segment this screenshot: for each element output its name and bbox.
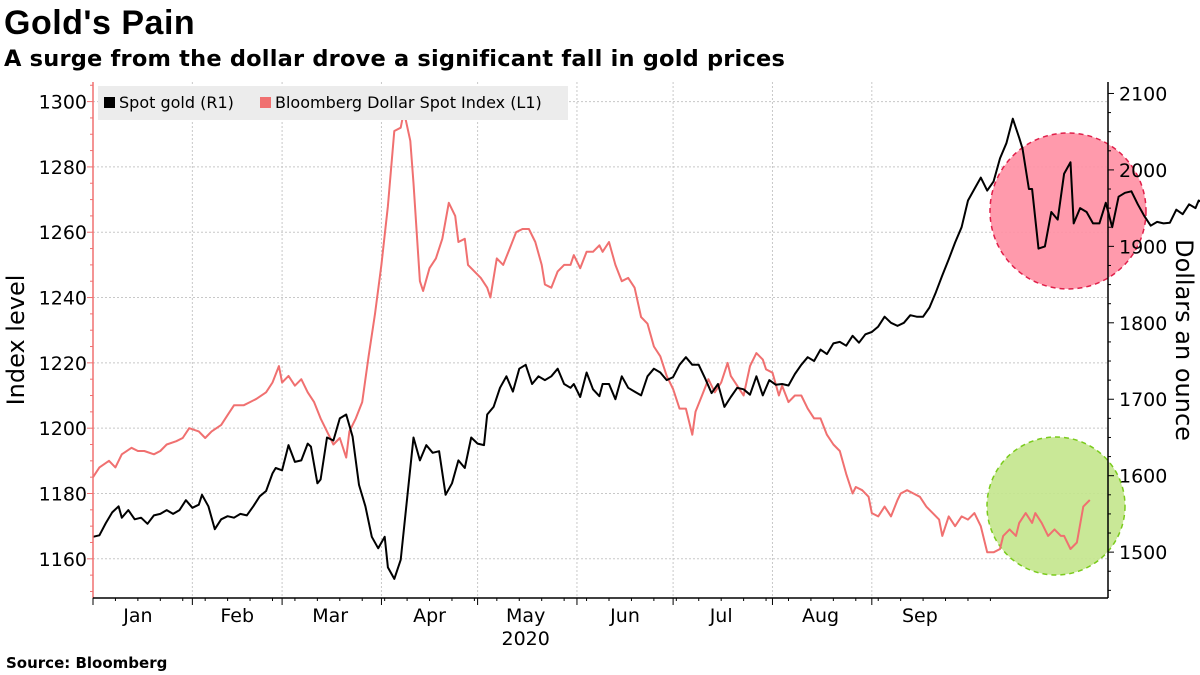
left-tick-label: 1180	[39, 483, 87, 505]
legend-swatch-gold	[104, 97, 115, 108]
right-tick-label: 1600	[1119, 466, 1167, 488]
x-month-label: Apr	[413, 605, 446, 627]
left-axis-title: Index level	[2, 275, 30, 406]
source-note: Source: Bloomberg	[6, 654, 168, 672]
left-tick-label: 1240	[39, 288, 87, 310]
x-month-label: Sep	[902, 605, 938, 627]
left-tick-label: 1220	[39, 353, 87, 375]
right-axis-title: Dollars an ounce	[1170, 239, 1198, 441]
x-month-label: Feb	[220, 605, 254, 627]
right-tick-label: 2100	[1119, 83, 1167, 105]
dollar-index-line	[92, 110, 1091, 554]
chart-title: Gold's Pain	[4, 4, 196, 42]
legend-item-dollar: Bloomberg Dollar Spot Index (L1)	[260, 93, 542, 112]
legend-label-gold: Spot gold (R1)	[119, 93, 234, 112]
axis-labels: 1160 1180 1200 1220 1240 1260 1280 1300 1500 1600…	[2, 83, 1198, 650]
axes	[87, 82, 1114, 605]
right-tick-label: 1700	[1119, 389, 1167, 411]
left-tick-label: 1200	[39, 418, 87, 440]
left-tick-label: 1160	[39, 549, 87, 571]
chart-subtitle: A surge from the dollar drove a signific…	[4, 46, 786, 72]
right-tick-label: 2000	[1119, 160, 1167, 182]
x-month-label: Aug	[802, 605, 839, 627]
highlight-circle-red	[989, 132, 1147, 290]
legend-label-dollar: Bloomberg Dollar Spot Index (L1)	[275, 93, 542, 112]
highlight-circle-green	[986, 436, 1126, 576]
x-month-label: Jun	[609, 605, 640, 627]
right-tick-label: 1900	[1119, 236, 1167, 258]
x-month-label: May	[506, 605, 545, 627]
x-month-label: Jul	[709, 605, 733, 627]
x-month-label: Mar	[312, 605, 348, 627]
right-tick-label: 1800	[1119, 313, 1167, 335]
x-month-label: Jan	[122, 605, 152, 627]
left-tick-label: 1280	[39, 157, 87, 179]
legend: Spot gold (R1) Bloomberg Dollar Spot Ind…	[98, 86, 568, 120]
legend-item-gold: Spot gold (R1)	[104, 93, 234, 112]
highlight-circles	[986, 132, 1147, 576]
series-lines	[92, 110, 1200, 580]
legend-swatch-dollar	[260, 97, 271, 108]
x-year-label: 2020	[501, 628, 549, 650]
right-tick-label: 1500	[1119, 542, 1167, 564]
left-tick-label: 1260	[39, 222, 87, 244]
grid-lines	[93, 82, 1108, 598]
spot-gold-line	[92, 117, 1200, 580]
left-tick-label: 1300	[39, 92, 87, 114]
